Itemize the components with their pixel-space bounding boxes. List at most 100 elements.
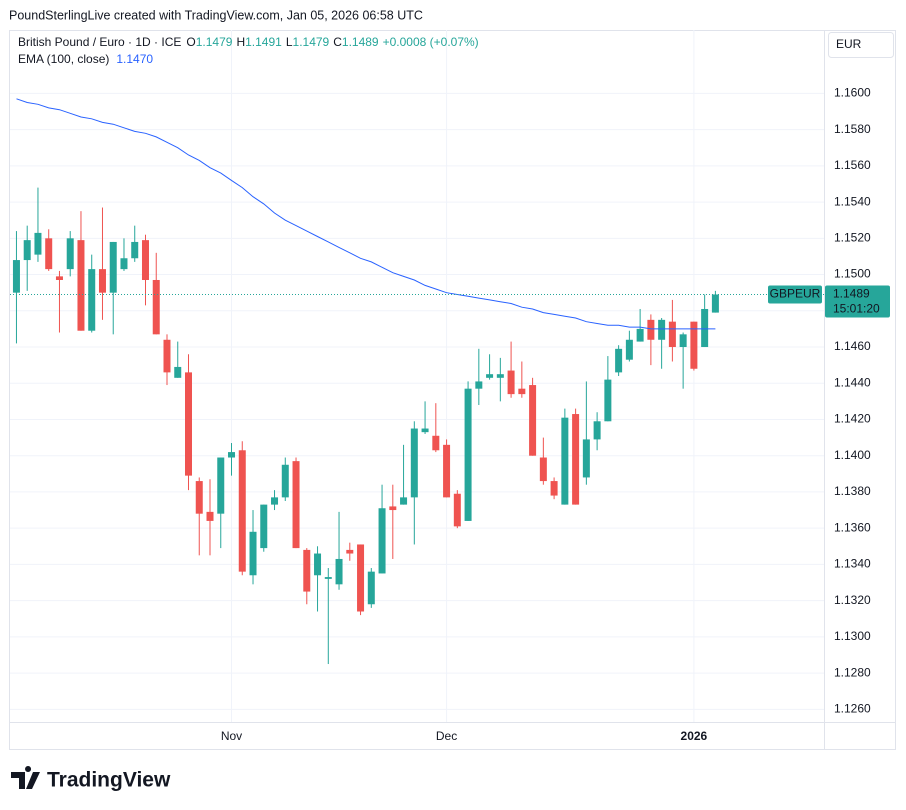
candle-body [346,549,354,554]
plot [10,98,824,665]
candle-body [45,238,53,270]
ohlc-prefix: L [286,35,293,49]
logo-icon [11,766,40,789]
candle-body [292,461,300,549]
candle-body [443,444,451,498]
y-tick-label: 1.1320 [834,593,871,607]
attribution: PoundSterlingLive created with TradingVi… [9,8,423,22]
last-price-tag [825,285,890,318]
candle-body [55,276,63,280]
last-price-label: 1.1489 [833,287,870,301]
y-tick-label: 1.1500 [834,267,871,281]
candle-body [572,414,580,505]
ohlc-prefix: C [333,35,342,49]
y-tick-label: 1.1420 [834,412,871,426]
ohlc-value: 1.1489 [342,35,379,49]
candle-body [163,339,171,373]
candle-body [206,511,214,521]
candle-body [98,269,106,293]
y-tick-label: 1.1380 [834,484,871,498]
ohlc-value: 1.1479 [293,35,330,49]
candle-body [66,238,74,270]
candle-body [141,240,149,280]
y-tick-label: 1.1440 [834,375,871,389]
candle-body [12,260,20,293]
y-tick-label: 1.1280 [834,665,871,679]
candle-body [615,348,623,373]
candle-body [400,497,408,505]
currency-button[interactable] [828,32,894,58]
ema-name: EMA (100, close) [18,52,109,66]
candle-body [303,549,311,592]
candle-body [647,319,655,340]
candle-body [152,279,160,335]
candle-body [184,372,192,476]
candle-body [582,439,590,478]
y-tick-label: 1.1560 [834,158,871,172]
symbol-tag [768,285,822,304]
y-tick-label: 1.1600 [834,86,871,100]
y-tick-label: 1.1520 [834,230,871,244]
candle-body [507,370,515,395]
candle-body [260,504,268,549]
y-tick-label: 1.1460 [834,339,871,353]
candle-body [367,571,375,605]
y-tick-label: 1.1260 [834,701,871,715]
candle-body [357,544,365,612]
y-tick-label: 1.1400 [834,448,871,462]
ohlc-value: 1.1479 [196,35,233,49]
candle-body [453,493,461,527]
x-tick-label: 2026 [681,729,708,743]
change: +0.0008 (+0.07%) [383,35,479,49]
candle-body [593,421,601,440]
candle-body [23,240,31,261]
x-tick-label: Nov [221,729,242,743]
candle-body [281,464,289,498]
candle-body [701,308,709,348]
candle-body [486,374,494,378]
ohlc: O1.1479 H1.1491 L1.1479 C1.1489 +0.0008 (+0.… [186,35,478,49]
ema-value: 1.1470 [116,52,153,66]
symbol-tag-label: GBPEUR [770,287,821,301]
ohlc-prefix: O [186,35,195,49]
candle-body [109,241,117,293]
candle-body [421,428,429,433]
candle-body [625,339,633,360]
candle-body [410,428,418,498]
candle-body [711,294,719,313]
candle-body [88,269,96,331]
brand-name: TradingView [47,769,171,792]
currency[interactable]: EUR [836,37,862,51]
x-tick-label: Dec [436,729,457,743]
candle-body [539,457,547,482]
ema-legend: EMA (100, close) 1.1470 [18,52,153,66]
candle-body [217,457,225,514]
y-tick-label: 1.1580 [834,122,871,136]
candle-body [120,258,128,270]
ema-line [16,98,716,330]
y-tick-label: 1.1540 [834,194,871,208]
grid [10,30,824,722]
y-tick-label: 1.1340 [834,557,871,571]
candle-body [314,553,322,576]
brand-logo: TradingView [11,766,171,792]
axes: 1.1260 1.1280 1.1300 1.1320 1.1340 1.1360 1.13… [221,86,890,743]
y-tick-label: 1.1360 [834,520,871,534]
candle-body [174,366,182,378]
symbol-legend: British Pound / Euro · 1D · ICE O1.1479 H1… [18,35,479,49]
candle-body [561,417,569,505]
candle-body [636,328,644,342]
countdown-label: 15:01:20 [833,302,880,316]
candle-body [432,435,440,451]
candle-body [529,385,537,456]
candle-body [464,388,472,521]
candle-body [271,497,279,505]
candle-body [496,374,504,378]
symbol-name: British Pound / Euro · 1D · ICE [18,35,181,49]
candle-body [690,321,698,369]
candle-body [195,481,203,514]
candle-body [34,232,42,255]
candle-body [335,558,343,585]
candle-body [604,379,612,422]
